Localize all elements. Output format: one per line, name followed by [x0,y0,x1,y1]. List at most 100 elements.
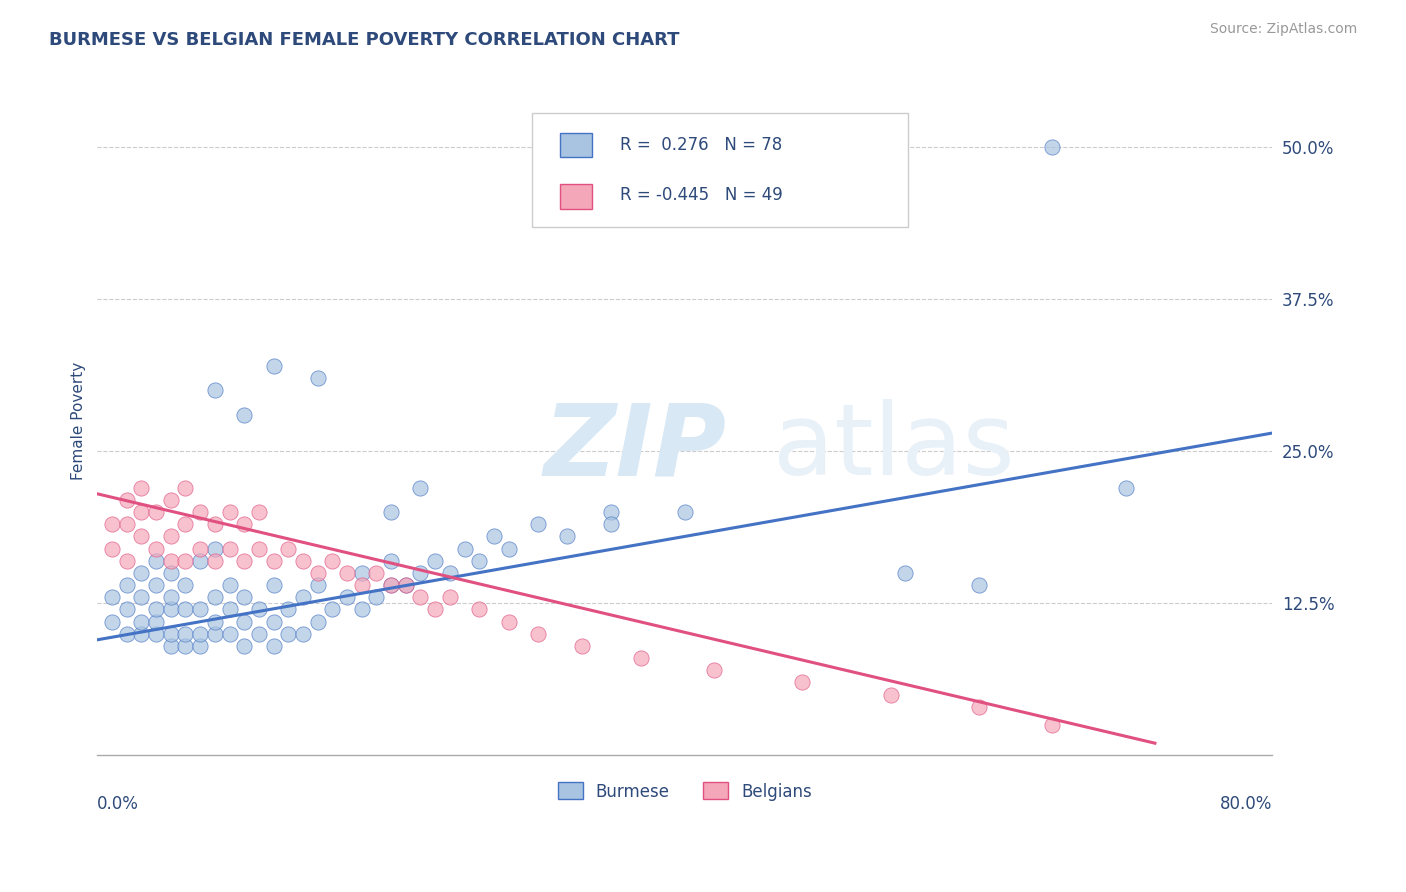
Point [425,602,447,616]
Point [247,541,270,556]
Point [468,602,491,616]
Point [703,663,725,677]
Point [600,505,623,519]
Point [307,578,329,592]
Point [101,615,124,629]
Point [159,639,181,653]
Point [336,566,359,580]
Point [498,615,520,629]
Point [115,554,138,568]
Point [1040,140,1063,154]
Point [218,578,240,592]
Point [453,541,475,556]
Point [527,626,550,640]
Point [263,578,285,592]
Point [204,541,226,556]
Point [188,541,211,556]
Point [439,591,461,605]
Point [145,554,167,568]
Point [145,615,167,629]
Point [409,481,432,495]
Point [247,626,270,640]
Point [277,602,299,616]
Point [188,554,211,568]
Point [218,541,240,556]
Text: R = -0.445   N = 49: R = -0.445 N = 49 [620,186,783,203]
Point [247,505,270,519]
Point [145,578,167,592]
Text: BURMESE VS BELGIAN FEMALE POVERTY CORRELATION CHART: BURMESE VS BELGIAN FEMALE POVERTY CORREL… [49,31,679,49]
Point [425,554,447,568]
Text: ZIP: ZIP [544,399,727,496]
Point [101,591,124,605]
Point [101,541,124,556]
Point [380,554,402,568]
Point [321,554,343,568]
Point [468,554,491,568]
Point [1115,481,1137,495]
Point [204,615,226,629]
Point [482,529,505,543]
Point [218,602,240,616]
Point [174,554,197,568]
Point [277,626,299,640]
Point [380,505,402,519]
Point [159,626,181,640]
Point [366,591,388,605]
Point [233,591,256,605]
Text: 80.0%: 80.0% [1220,796,1272,814]
Point [174,626,197,640]
Point [145,602,167,616]
Point [188,602,211,616]
Y-axis label: Female Poverty: Female Poverty [72,362,86,480]
Point [336,591,359,605]
Point [174,602,197,616]
Point [115,517,138,532]
Text: R =  0.276   N = 78: R = 0.276 N = 78 [620,136,783,154]
Point [395,578,418,592]
Point [527,517,550,532]
Point [159,566,181,580]
FancyBboxPatch shape [561,133,592,157]
Point [263,639,285,653]
Point [263,615,285,629]
Point [498,541,520,556]
Point [145,541,167,556]
Point [131,626,153,640]
Point [115,602,138,616]
Point [380,578,402,592]
Text: 0.0%: 0.0% [97,796,139,814]
Point [145,626,167,640]
Point [350,578,373,592]
Point [131,505,153,519]
Point [233,554,256,568]
Point [967,578,990,592]
Point [188,639,211,653]
Point [218,626,240,640]
Point [174,578,197,592]
Point [792,675,814,690]
Point [967,699,990,714]
Point [145,505,167,519]
Point [291,591,314,605]
Point [307,371,329,385]
Point [115,626,138,640]
Point [630,651,652,665]
Point [159,492,181,507]
Point [204,591,226,605]
Point [218,505,240,519]
Point [204,626,226,640]
Point [307,615,329,629]
Point [233,408,256,422]
Point [395,578,418,592]
Point [263,554,285,568]
Point [277,541,299,556]
Point [557,529,579,543]
Legend: Burmese, Belgians: Burmese, Belgians [551,776,818,807]
Point [600,517,623,532]
Point [131,566,153,580]
Point [204,384,226,398]
FancyBboxPatch shape [561,184,592,209]
Point [291,554,314,568]
Point [131,529,153,543]
